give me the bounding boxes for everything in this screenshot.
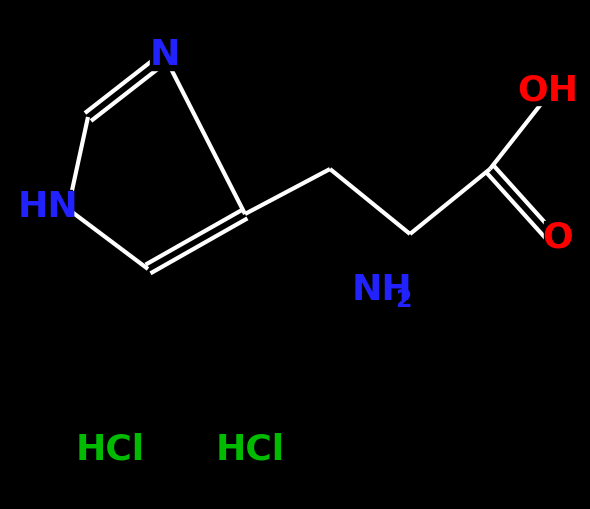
Text: NH: NH <box>352 272 412 306</box>
Text: 2: 2 <box>395 287 412 312</box>
Bar <box>544 221 572 253</box>
Bar <box>526 74 570 106</box>
Text: O: O <box>543 220 573 254</box>
Bar <box>150 39 180 71</box>
Text: HCl: HCl <box>76 432 145 466</box>
Text: HCl: HCl <box>215 432 284 466</box>
Text: OH: OH <box>517 73 579 107</box>
Text: HN: HN <box>18 190 78 223</box>
Bar <box>24 191 72 222</box>
Text: N: N <box>150 38 180 72</box>
Bar <box>365 272 423 306</box>
